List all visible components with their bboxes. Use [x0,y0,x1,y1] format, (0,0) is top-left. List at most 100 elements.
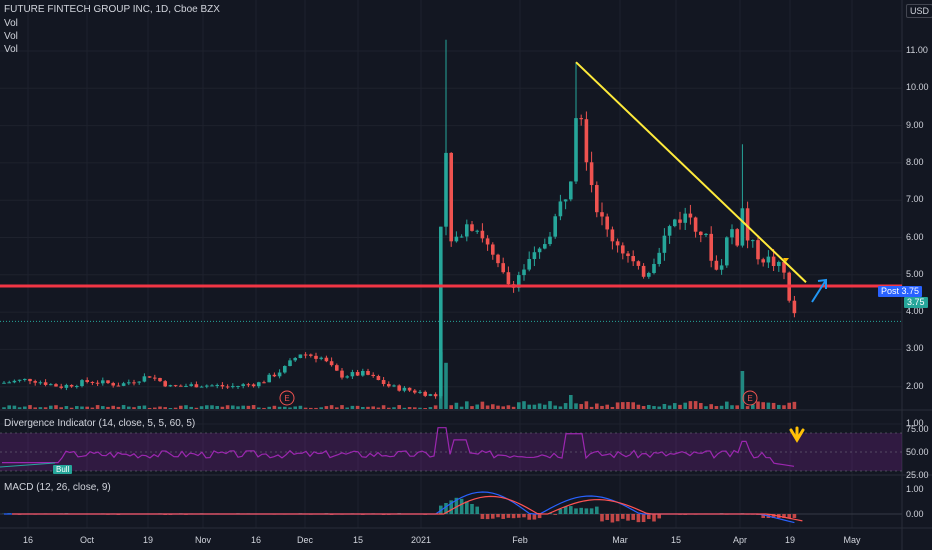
candle-body [361,370,365,376]
candle-body [59,386,63,388]
candle-body [537,248,542,253]
volume-bar [309,407,313,409]
volume-bar [75,406,79,409]
macd-tick-1: 1.00 [906,484,924,494]
candle-body [558,201,563,217]
volume-bar [153,407,157,409]
volume-bar [376,407,381,409]
candle-body [610,229,615,242]
volume-bar [600,405,604,409]
rsi-tick-75: 75.00 [906,424,929,434]
candle-body [257,382,261,387]
candle-body [387,384,391,387]
volume-bar [693,401,698,409]
vol-legend-1: Vol [4,18,18,29]
candle-body [584,119,589,163]
candle-body [116,385,121,387]
candle-body [673,219,677,227]
candle-body [501,263,505,273]
volume-bar [709,404,713,409]
candle-body [745,208,750,241]
candle-body [475,230,479,232]
earnings-label: E [284,394,289,403]
volume-bar [756,401,760,409]
volume-bar [771,402,776,409]
volume-bar [106,406,110,409]
volume-bar [241,405,245,409]
volume-bar [43,407,48,409]
volume-bar [569,395,573,409]
candle-body [522,269,526,276]
macd-hist [631,514,635,520]
volume-bar [215,405,219,409]
macd-hist [584,508,589,514]
candle-body [153,377,157,379]
candle-body [615,241,620,246]
candle-body [548,236,552,245]
volume-bar [511,406,516,409]
candle-body [532,252,537,260]
candle-body [636,261,641,266]
volume-bar [236,406,240,409]
volume-bar [740,371,745,409]
candle-body [49,384,53,386]
volume-bar [246,405,251,409]
volume-bar [678,404,682,409]
currency-label[interactable]: USD [906,4,932,18]
earnings-icon [279,390,295,406]
volume-bar [267,406,271,409]
macd-hist [511,514,516,519]
volume-bar [127,406,131,409]
candle-body [246,384,251,386]
candle-body [376,376,381,381]
candle-body [491,244,495,255]
candle-body [693,217,698,232]
candle-body [600,212,604,217]
time-tick: Nov [194,535,212,545]
candle-body [215,385,219,387]
candle-body [371,374,375,377]
candle-body [485,238,490,245]
macd-hist [657,514,661,519]
candle-body [449,152,453,242]
bull-label: Bull [53,465,73,474]
candle-body [319,357,323,359]
candle-body [423,391,427,396]
volume-bar [85,406,89,409]
candle-body [329,361,334,366]
volume-bar [392,407,396,409]
volume-bar [371,406,375,409]
candle-body [621,245,625,254]
candle-body [652,264,656,273]
volume-bar [615,402,620,409]
candle-body [413,390,417,393]
candle-body [210,385,214,387]
price-tick: 7.00 [906,194,924,205]
candle-body [735,229,739,246]
post-badge: Post 3.75 [878,286,923,297]
volume-bar [413,407,417,409]
candle-body [683,213,687,223]
volume-bar [163,407,167,409]
macd-hist [595,506,599,514]
volume-bar [147,407,152,409]
macd-hist [485,514,490,520]
volume-bar [574,403,578,409]
candle-body [647,272,651,277]
volume-bar [340,405,344,409]
volume-bar [397,405,401,409]
volume-bar [667,405,672,409]
volume-bar [319,407,323,409]
candle-body [563,199,568,202]
time-tick: Mar [612,535,628,545]
volume-bar [402,407,407,409]
macd-hist [792,514,797,518]
volume-bar [303,407,308,409]
candle-body [704,233,708,236]
macd-hist [475,506,479,514]
volume-bar [277,406,282,409]
volume-bar [761,402,765,409]
candle-body [465,224,469,237]
candle-body [309,354,313,356]
